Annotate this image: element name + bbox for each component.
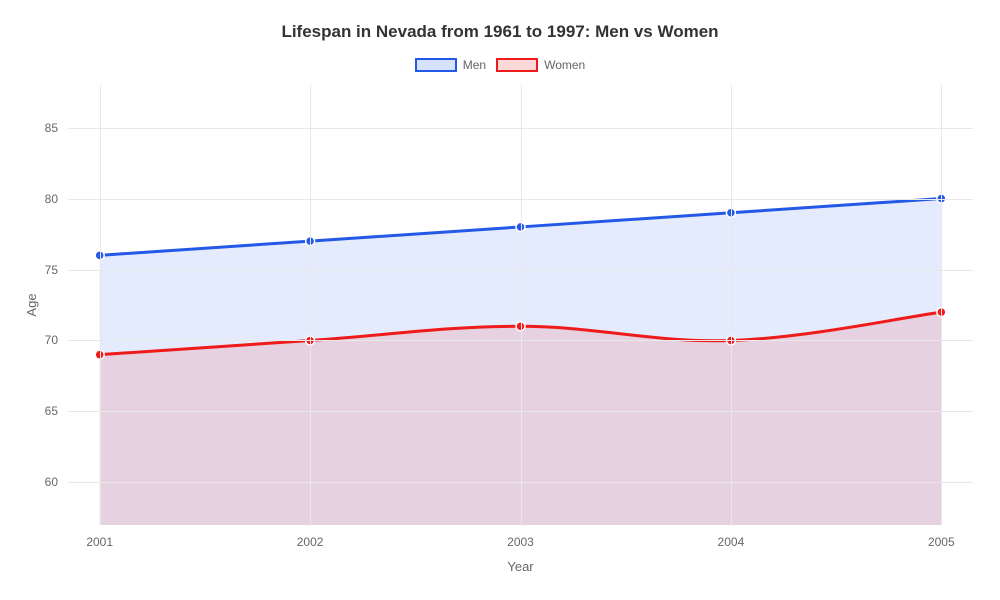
x-tick-label: 2005 (928, 535, 955, 549)
grid-line-h (68, 199, 973, 200)
grid-line-v (941, 85, 942, 525)
grid-line-v (100, 85, 101, 525)
legend-label-men: Men (463, 58, 486, 72)
y-tick-label: 65 (45, 404, 58, 418)
y-tick-label: 80 (45, 192, 58, 206)
legend: Men Women (0, 58, 1000, 72)
legend-label-women: Women (544, 58, 585, 72)
x-tick-label: 2003 (507, 535, 534, 549)
chart-title: Lifespan in Nevada from 1961 to 1997: Me… (0, 22, 1000, 42)
legend-swatch-men (415, 58, 457, 72)
grid-line-h (68, 411, 973, 412)
grid-line-h (68, 340, 973, 341)
y-axis-label: Age (24, 293, 39, 316)
x-axis-label: Year (507, 559, 533, 574)
legend-swatch-women (496, 58, 538, 72)
x-tick-label: 2001 (86, 535, 113, 549)
grid-line-v (310, 85, 311, 525)
grid-line-h (68, 482, 973, 483)
legend-item-women: Women (496, 58, 585, 72)
grid-line-v (731, 85, 732, 525)
y-tick-label: 70 (45, 333, 58, 347)
x-tick-label: 2004 (718, 535, 745, 549)
grid-line-h (68, 270, 973, 271)
chart-container: Lifespan in Nevada from 1961 to 1997: Me… (0, 0, 1000, 600)
x-tick-label: 2002 (297, 535, 324, 549)
grid-line-h (68, 128, 973, 129)
grid-line-v (521, 85, 522, 525)
legend-item-men: Men (415, 58, 486, 72)
plot-area: Year Age 2001200220032004200560657075808… (68, 85, 973, 525)
y-tick-label: 85 (45, 121, 58, 135)
y-tick-label: 60 (45, 475, 58, 489)
y-tick-label: 75 (45, 263, 58, 277)
